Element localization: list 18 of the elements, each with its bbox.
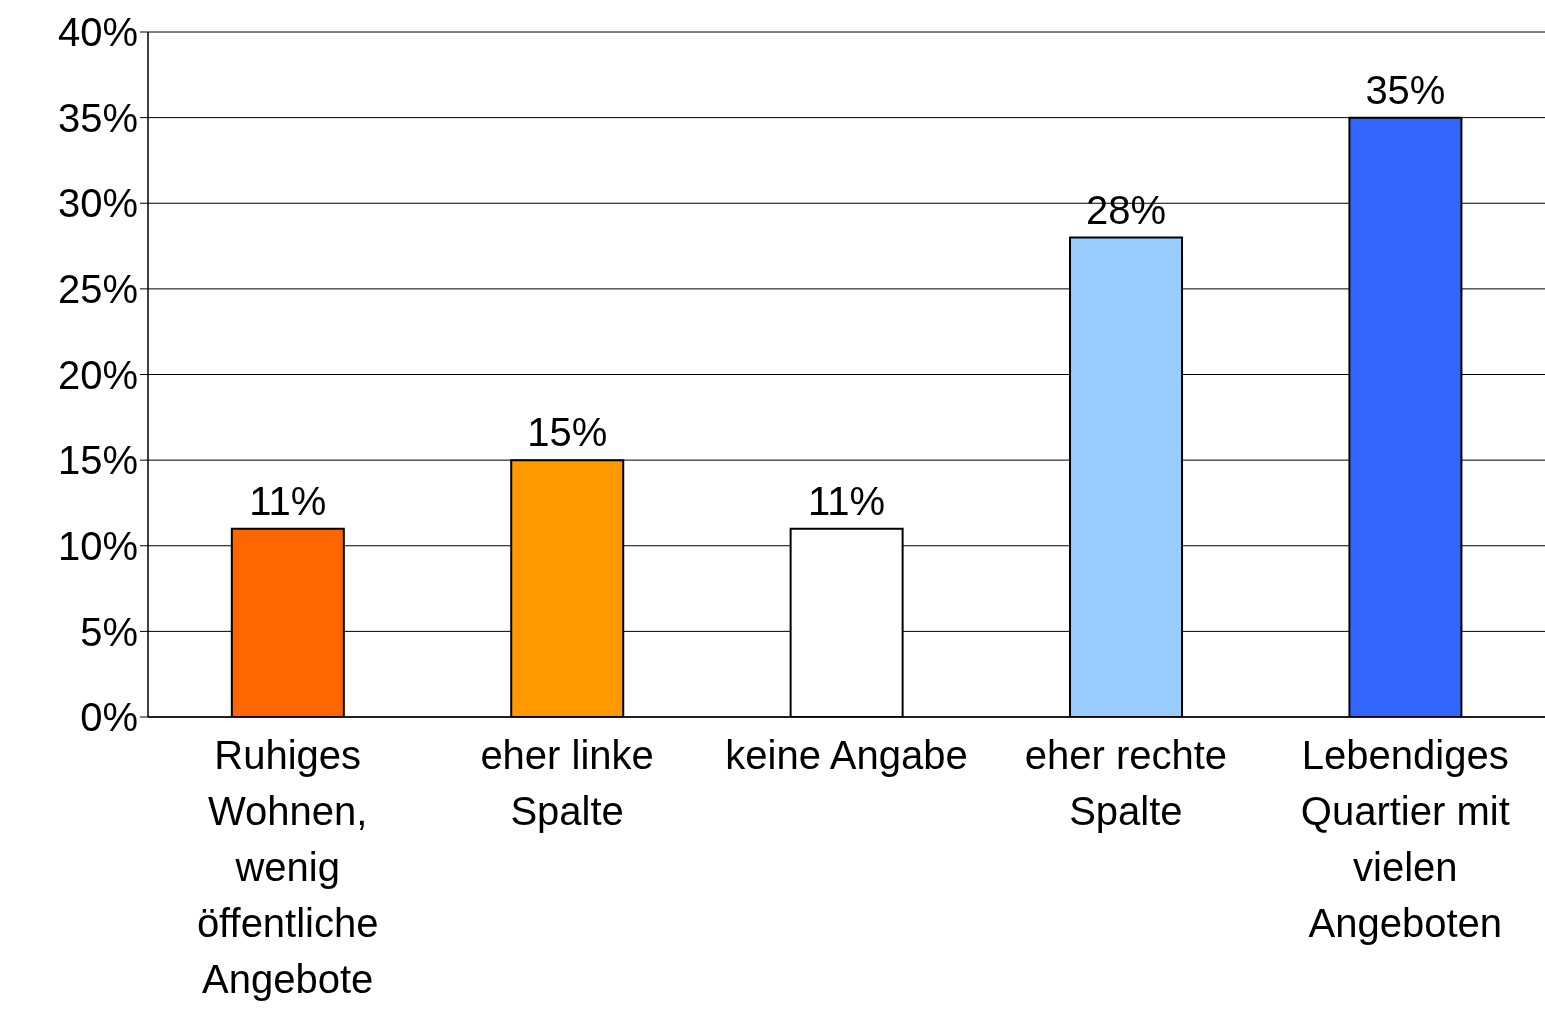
x-tick-label: eher linke Spalte (480, 733, 654, 833)
y-tick-label: 40% (57, 10, 138, 55)
x-tick-label: Ruhiges Wohnen, wenig öffentliche Angebote (196, 733, 379, 1001)
data-label: 15% (527, 410, 608, 455)
y-tick-label: 5% (80, 609, 138, 654)
x-tick-label: eher rechte Spalte (1024, 733, 1228, 833)
y-tick-label: 15% (57, 438, 138, 483)
x-tick-label: keine Angabe (725, 733, 968, 777)
y-tick-label: 0% (80, 695, 138, 740)
y-tick-label: 20% (57, 352, 138, 397)
y-tick-label: 25% (57, 267, 138, 312)
data-label: 11% (808, 478, 886, 523)
data-label: 35% (1365, 67, 1446, 112)
y-tick-label: 30% (57, 181, 138, 226)
y-tick-label: 10% (57, 523, 138, 568)
y-tick-label: 35% (57, 95, 138, 140)
x-tick-label: Lebendiges Quartier mit vielen Angeboten (1300, 733, 1510, 945)
data-label: 11% (249, 478, 327, 523)
